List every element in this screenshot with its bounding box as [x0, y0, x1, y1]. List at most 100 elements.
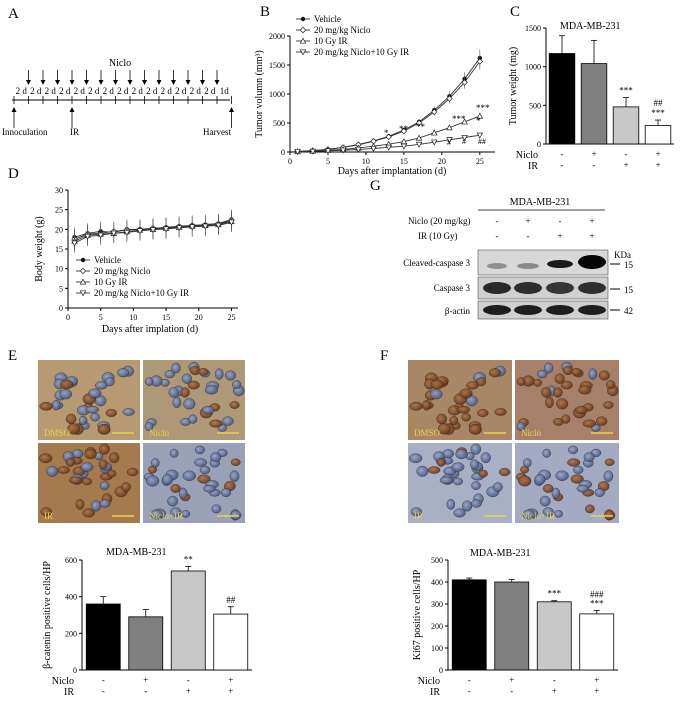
significance-marker: ##	[478, 137, 486, 146]
cell-nucleus	[488, 368, 502, 378]
y-tick-label: 0	[439, 666, 443, 675]
cell-nucleus	[194, 445, 205, 455]
cell-nucleus	[585, 504, 595, 514]
condition-sign: +	[228, 686, 233, 696]
panel-f-ki67-chart: 0100200300400500--+--+++NicloIRMDA-MB-23…	[412, 548, 618, 698]
blot-kda-value: 15	[624, 260, 634, 270]
cell-nucleus	[66, 458, 75, 467]
cell-nucleus	[516, 377, 526, 386]
x-tick-label: 15	[400, 157, 408, 166]
cell-nucleus	[523, 458, 532, 468]
cell-nucleus	[410, 507, 423, 517]
cell-nucleus	[477, 409, 489, 417]
row-label-ir: IR	[430, 687, 440, 698]
legend-entry: 20 mg/kg Niclo	[314, 25, 371, 35]
row-label-ir: IR	[64, 687, 74, 698]
cell-nucleus	[82, 508, 95, 518]
cell-nucleus	[90, 412, 100, 422]
cell-nucleus	[99, 443, 110, 455]
data-point	[188, 224, 196, 231]
cell-nucleus	[533, 378, 543, 387]
cell-nucleus	[518, 475, 532, 487]
cell-nucleus	[594, 488, 605, 497]
blot-band	[487, 263, 507, 269]
significance-marker: ***	[476, 103, 490, 113]
cell-nucleus	[187, 380, 200, 390]
data-point	[339, 147, 347, 154]
row-label-niclo: Niclo	[52, 676, 74, 687]
cell-nucleus	[170, 484, 181, 493]
cell-nucleus	[170, 507, 182, 517]
micrograph-label: DMSO	[414, 428, 441, 438]
cell-nucleus	[468, 423, 482, 435]
cell-nucleus	[439, 476, 454, 484]
cell-nucleus	[172, 396, 182, 409]
cell-nucleus	[462, 500, 473, 512]
cell-nucleus	[69, 476, 83, 484]
data-point	[400, 143, 408, 150]
y-tick-label: 100	[431, 644, 443, 653]
data-point	[415, 119, 423, 127]
cell-nucleus	[168, 387, 179, 398]
cell-nucleus	[409, 453, 423, 464]
condition-sign: -	[593, 160, 596, 170]
cell-nucleus	[427, 466, 441, 474]
data-point	[215, 222, 222, 229]
condition-sign: -	[625, 149, 628, 159]
condition-sign: -	[468, 686, 471, 696]
cell-nucleus	[78, 415, 88, 425]
condition-sign: +	[186, 686, 191, 696]
data-point	[71, 240, 78, 247]
y-tick-label: 1500	[525, 24, 541, 33]
treatment-arrowhead	[200, 80, 205, 85]
cell-nucleus	[480, 452, 491, 464]
cell-nucleus	[603, 470, 614, 482]
cell-nucleus	[230, 510, 242, 521]
panel-letter-f: F	[380, 348, 388, 364]
treatment-arrowhead	[185, 80, 191, 85]
blot-condition-sign: +	[589, 231, 594, 241]
condition-sign: +	[228, 675, 233, 685]
cell-nucleus	[65, 413, 77, 425]
blot-condition-sign: -	[496, 231, 499, 241]
blot-row-label: β-actin	[445, 306, 471, 316]
cell-nucleus	[81, 477, 92, 486]
treatment-arrowhead	[40, 80, 46, 85]
timeline-inoculation-label: Innoculation	[2, 127, 48, 137]
cell-nucleus	[606, 380, 616, 389]
row-label-niclo: Niclo	[516, 150, 538, 161]
ir-arrowhead	[69, 107, 75, 112]
blot-band	[546, 305, 574, 315]
blot-condition-sign: +	[557, 231, 562, 241]
cell-nucleus	[150, 509, 163, 520]
data-point	[175, 225, 183, 232]
cell-nucleus	[595, 416, 608, 426]
cell-nucleus	[109, 452, 120, 464]
cell-nucleus	[194, 458, 207, 467]
x-tick-label: 25	[476, 157, 484, 166]
cell-nucleus	[222, 416, 234, 426]
timeline-interval-label: 2 d	[88, 86, 100, 96]
cell-nucleus	[543, 362, 554, 374]
cell-nucleus	[556, 398, 569, 410]
cell-nucleus	[588, 368, 598, 380]
cell-nucleus	[561, 414, 571, 424]
cell-nucleus	[583, 452, 595, 462]
cell-nucleus	[555, 470, 569, 481]
condition-sign: -	[102, 675, 105, 685]
cell-nucleus	[229, 401, 240, 409]
y-tick-label: 2000	[269, 32, 285, 41]
y-tick-label: 400	[431, 578, 443, 587]
treatment-arrowhead	[69, 80, 75, 85]
y-tick-label: 500	[529, 101, 541, 110]
treatment-arrowhead	[84, 80, 89, 85]
timeline-ir-label: IR	[70, 127, 79, 137]
legend-entry: 20 mg/kg Niclo+10 Gy IR	[314, 47, 409, 57]
blot-band	[578, 255, 606, 269]
x-tick-label: 20	[438, 157, 446, 166]
cell-nucleus	[562, 365, 574, 376]
cell-nucleus	[150, 458, 160, 468]
condition-sign: +	[509, 675, 514, 685]
condition-sign: +	[655, 160, 660, 170]
y-tick-label: 1500	[269, 61, 285, 70]
